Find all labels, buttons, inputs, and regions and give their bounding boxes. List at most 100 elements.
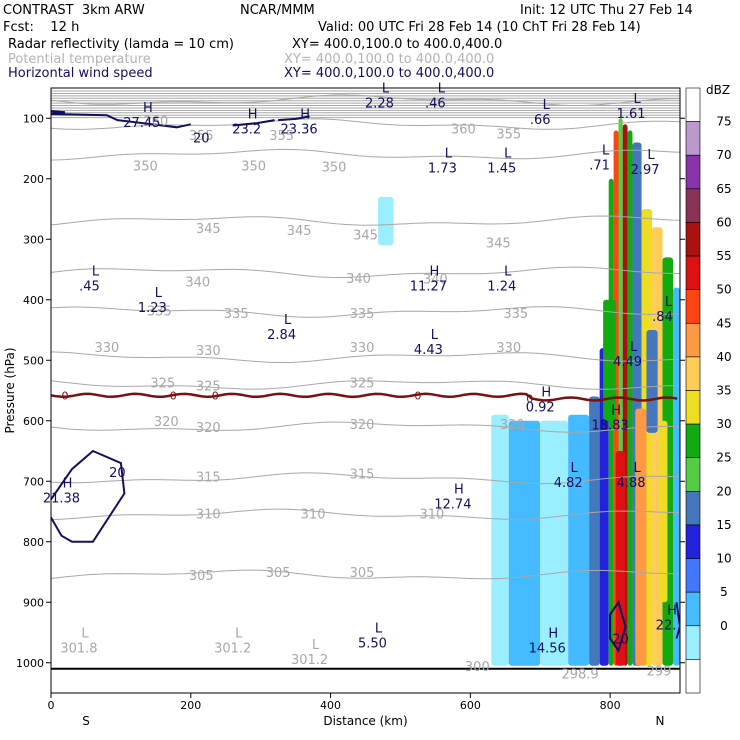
colorbar-swatch [685, 524, 701, 559]
extremum-value: .45 [79, 280, 100, 295]
wind-speed-contour [51, 110, 66, 115]
theta-contour-label: 345 [486, 236, 511, 251]
theta-contour-label: 350 [133, 159, 158, 174]
extremum-value: 1.61 [617, 107, 646, 122]
colorbar-swatch [685, 659, 701, 694]
theta-contour-label: 305 [189, 569, 214, 584]
x-tick-label: 0 [48, 699, 55, 712]
extremum-value: 1.73 [428, 162, 457, 177]
extremum-letter: L [155, 286, 163, 301]
y-axis-label: Pressure (hPa) [3, 347, 17, 433]
extremum-letter: H [548, 626, 558, 641]
theta-contour [51, 569, 680, 580]
extremum-letter: L [382, 81, 390, 96]
org-title: NCAR/MMM [240, 3, 315, 18]
theta-contour-label: 300 [465, 660, 490, 675]
theta-contour-label: 340 [185, 276, 210, 291]
theta-contour-label: 350 [322, 161, 347, 176]
y-tick-label: 100 [23, 112, 44, 125]
extremum-value: 1.23 [138, 301, 167, 316]
theta-contour-label: 325 [196, 380, 221, 395]
colorbar-swatch [685, 356, 701, 391]
extremum-letter: H [611, 404, 621, 419]
extremum-letter: L [665, 295, 673, 310]
zero-degree-line [51, 392, 678, 402]
extremum-value: 14.56 [529, 641, 566, 656]
theta-contour-label: 355 [189, 129, 214, 144]
extremum-value: 4.82 [554, 476, 583, 491]
extremum-value: .46 [425, 96, 446, 111]
wind-speed-contour [232, 119, 275, 127]
theta-contour [51, 94, 680, 106]
extremum-value: 301.2 [214, 641, 251, 656]
colorbar-level-label: 35 [716, 384, 731, 398]
colorbar-swatch [685, 121, 701, 156]
theta-contour-label: 325 [150, 377, 175, 392]
colorbar-level-label: 0 [720, 619, 728, 633]
reflectivity-echo [491, 414, 509, 666]
extremum-letter: H [541, 386, 551, 401]
extremum-letter: L [602, 144, 610, 159]
extremum-value: 22. [656, 618, 677, 633]
theta-contour-label: 330 [196, 344, 221, 359]
colorbar-swatch [685, 390, 701, 425]
extremum-letter: L [81, 626, 89, 641]
colorbar-level-label: 45 [716, 316, 731, 330]
colorbar-level-label: 20 [716, 484, 731, 498]
reflectivity-echo [508, 420, 541, 666]
theta-contour [51, 266, 680, 278]
x-tick-label: 800 [600, 699, 621, 712]
field-reflectivity-label: Radar reflectivity (lamda = 10 cm) [8, 37, 234, 52]
extremum-letter: L [375, 622, 383, 637]
colorbar-level-label: 55 [716, 249, 731, 263]
theta-contour-label: 320 [196, 421, 221, 436]
colorbar-swatch [685, 423, 701, 459]
zero-line-label: 0 [414, 389, 421, 402]
extremum-value: .84 [652, 310, 673, 325]
model-title: CONTRAST 3km ARW [3, 3, 145, 18]
field-wind-xy: XY= 400.0,100.0 to 400.0,400.0 [284, 66, 495, 81]
wind-speed-contour [609, 600, 627, 653]
theta-contour [51, 508, 680, 521]
y-tick-label: 600 [23, 415, 44, 428]
colorbar-level-label: 10 [716, 552, 731, 566]
extremum-letter: L [571, 461, 579, 476]
theta-contour-label: 355 [496, 127, 521, 142]
x-tick-label: 400 [320, 699, 341, 712]
reflectivity-echo [568, 414, 590, 666]
extremum-letter: L [312, 638, 320, 653]
theta-contour-label: 305 [266, 566, 291, 581]
wind-contour-label: 20 [109, 466, 126, 481]
extremum-letter: L [445, 147, 453, 162]
extremum-value: 301.8 [60, 641, 97, 656]
wind-contour-label: 20 [193, 132, 210, 147]
extremum-letter: L [504, 147, 512, 162]
extremum-letter: H [143, 101, 153, 116]
colorbar-swatch [685, 222, 701, 257]
colorbar-swatch [685, 591, 701, 627]
reflectivity-echo [635, 408, 647, 666]
extremum-letter: L [543, 98, 551, 113]
field-reflectivity-xy: XY= 400.0,100.0 to 400.0,400.0 [292, 37, 503, 52]
field-theta-xy: XY= 400.0,100.0 to 400.0,400.0 [284, 52, 495, 67]
colorbar-swatch [685, 558, 701, 593]
reflectivity-echo [615, 451, 626, 666]
theta-contour [51, 351, 680, 363]
extremum-letter: L [431, 328, 439, 343]
y-tick-label: 900 [23, 596, 44, 609]
y-tick-label: 400 [23, 294, 44, 307]
y-tick-label: 500 [23, 354, 44, 367]
theta-contour-label: 340 [423, 273, 448, 288]
extremum-letter: L [284, 313, 292, 328]
extremum-letter: H [454, 482, 464, 497]
extremum-value: 301.2 [291, 653, 328, 668]
theta-contour [51, 148, 680, 161]
theta-contour-label: 345 [287, 224, 312, 239]
extremum-value: .71 [589, 159, 610, 174]
section-end-label: N [656, 714, 665, 728]
theta-contour-label: 355 [269, 129, 294, 144]
theta-contour-label: 335 [224, 307, 249, 322]
extremum-value: 4.88 [617, 476, 646, 491]
theta-contour-label: 330 [94, 341, 119, 356]
theta-contour-label: 310 [419, 507, 444, 522]
